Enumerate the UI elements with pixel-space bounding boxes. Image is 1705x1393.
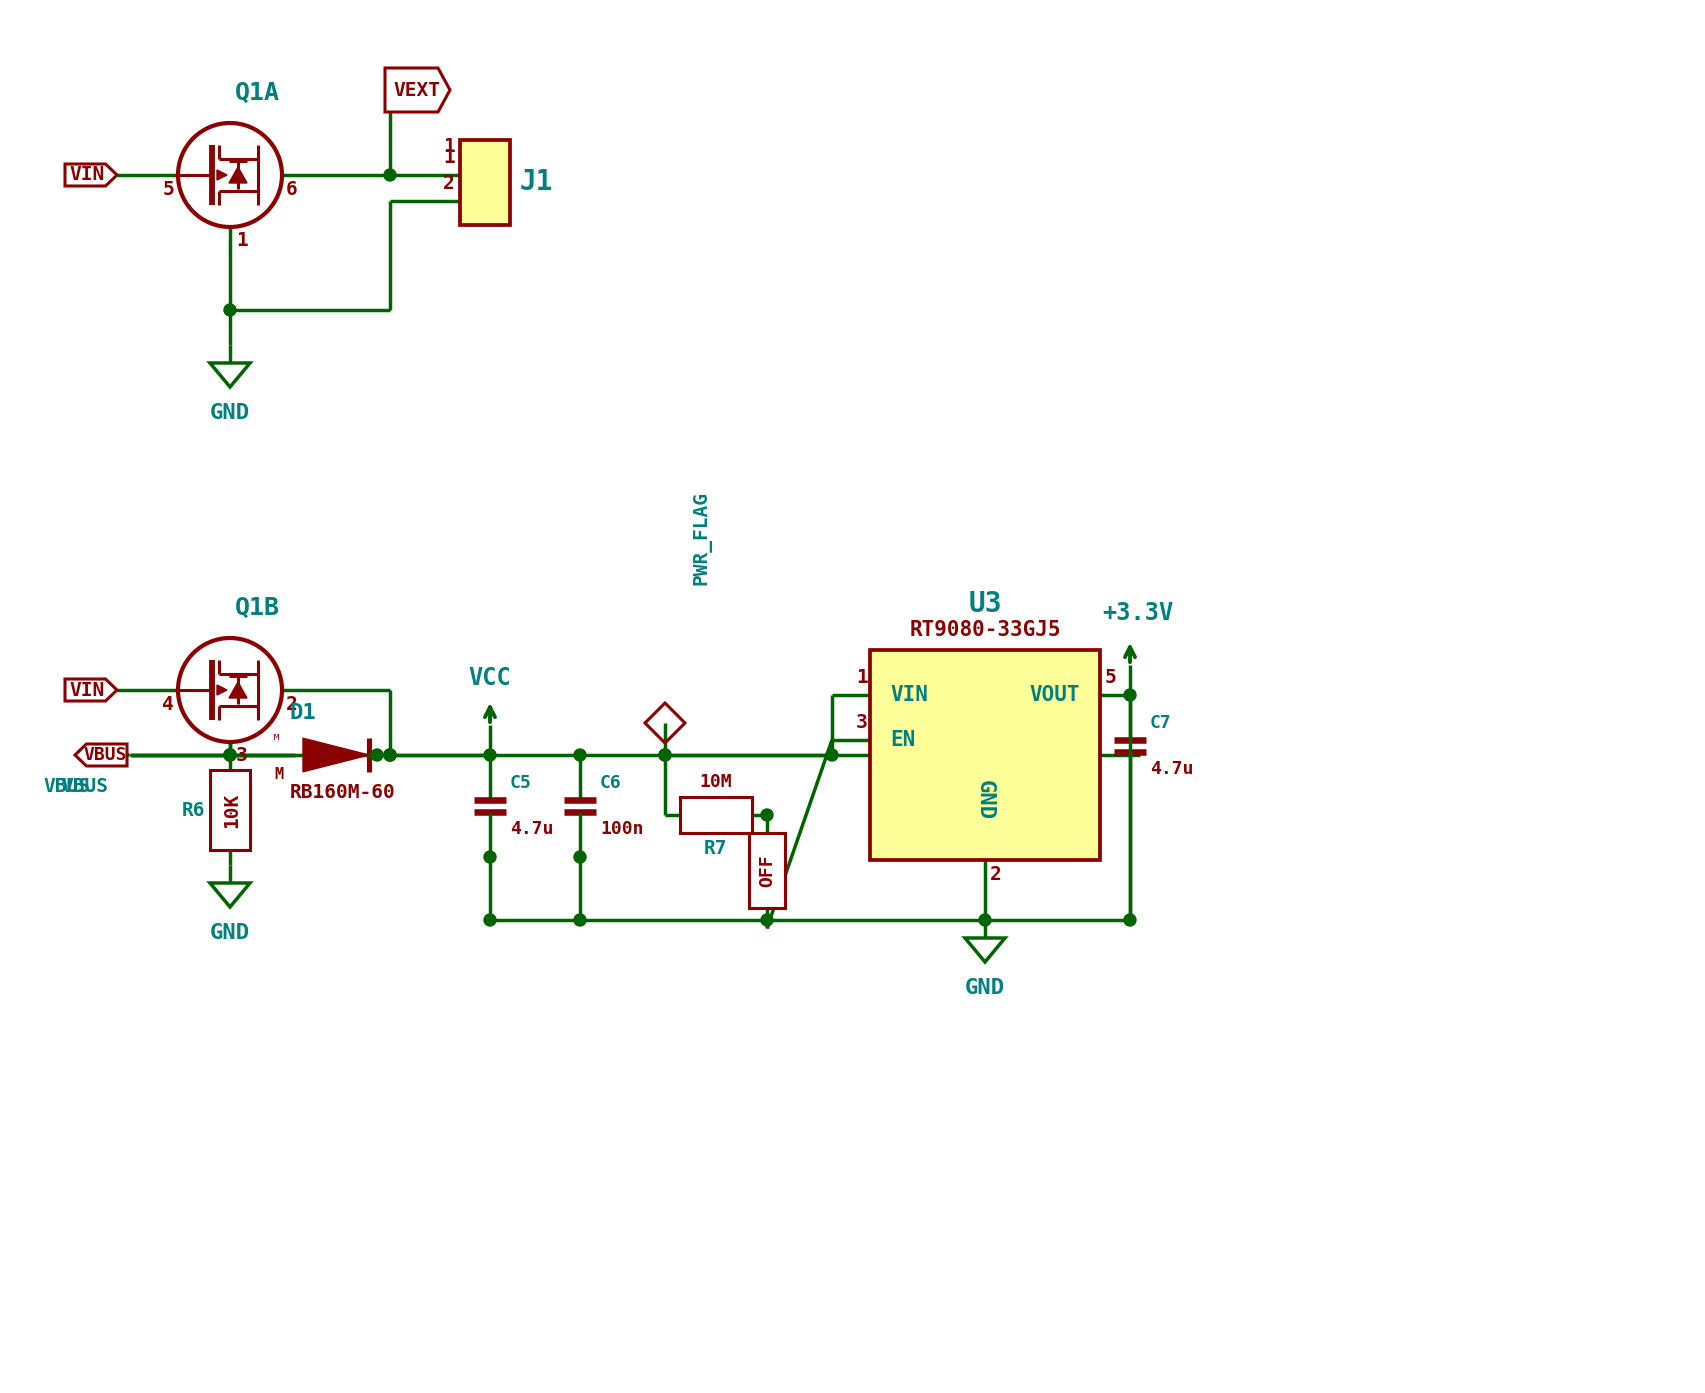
Text: GND: GND bbox=[210, 403, 251, 423]
Text: 1: 1 bbox=[443, 148, 455, 167]
Text: PWR_FLAG: PWR_FLAG bbox=[692, 490, 711, 585]
Circle shape bbox=[484, 851, 496, 864]
Bar bbox=[460, 141, 510, 226]
Circle shape bbox=[760, 914, 772, 926]
Circle shape bbox=[573, 749, 585, 761]
Text: R6: R6 bbox=[181, 801, 205, 819]
Polygon shape bbox=[228, 683, 247, 698]
Polygon shape bbox=[303, 738, 368, 772]
Text: C6: C6 bbox=[600, 775, 621, 793]
Text: 5: 5 bbox=[162, 180, 174, 199]
Text: 4: 4 bbox=[162, 695, 174, 715]
Circle shape bbox=[825, 749, 837, 761]
Text: 2: 2 bbox=[989, 865, 1001, 885]
Text: 5: 5 bbox=[1105, 669, 1117, 687]
Circle shape bbox=[223, 749, 235, 761]
Polygon shape bbox=[65, 164, 118, 187]
Polygon shape bbox=[65, 678, 118, 701]
Circle shape bbox=[223, 304, 235, 316]
Text: GND: GND bbox=[210, 924, 251, 943]
Text: VOUT: VOUT bbox=[1028, 685, 1079, 705]
Polygon shape bbox=[217, 170, 227, 180]
Text: J1: J1 bbox=[520, 169, 552, 196]
Text: VBUS: VBUS bbox=[84, 747, 126, 763]
Circle shape bbox=[223, 749, 235, 761]
Text: VIN: VIN bbox=[70, 166, 104, 184]
Bar bbox=[748, 833, 784, 908]
Circle shape bbox=[658, 749, 670, 761]
Text: 4.7u: 4.7u bbox=[510, 820, 552, 839]
Text: VBUS: VBUS bbox=[43, 777, 90, 795]
Text: 10K: 10K bbox=[222, 793, 242, 827]
Text: D1: D1 bbox=[290, 703, 317, 723]
Text: OFF: OFF bbox=[757, 854, 776, 887]
Circle shape bbox=[384, 169, 396, 181]
Circle shape bbox=[484, 914, 496, 926]
Text: 3: 3 bbox=[856, 713, 868, 731]
Bar bbox=[210, 770, 251, 850]
Text: RB160M-60: RB160M-60 bbox=[290, 783, 396, 802]
Text: 4.7u: 4.7u bbox=[1149, 761, 1194, 779]
Text: GND: GND bbox=[965, 978, 1004, 997]
Text: 100n: 100n bbox=[600, 820, 643, 839]
Text: VBUS: VBUS bbox=[61, 777, 109, 795]
Text: M: M bbox=[275, 768, 283, 781]
Text: R7: R7 bbox=[704, 839, 728, 858]
Text: 2: 2 bbox=[286, 695, 298, 715]
Circle shape bbox=[658, 749, 670, 761]
Polygon shape bbox=[228, 167, 247, 182]
Text: VCC: VCC bbox=[469, 666, 512, 690]
Text: ᴹ: ᴹ bbox=[271, 734, 281, 748]
Polygon shape bbox=[385, 68, 450, 111]
Circle shape bbox=[573, 851, 585, 864]
Polygon shape bbox=[217, 685, 227, 695]
Text: 2: 2 bbox=[443, 174, 455, 194]
Text: Q1A: Q1A bbox=[235, 81, 280, 104]
Text: +3.3V: +3.3V bbox=[1101, 600, 1173, 625]
Text: VEXT: VEXT bbox=[394, 81, 440, 99]
Text: 1: 1 bbox=[856, 669, 868, 687]
Text: GND: GND bbox=[975, 780, 994, 820]
Circle shape bbox=[1124, 690, 1136, 701]
Text: VIN: VIN bbox=[890, 685, 928, 705]
Polygon shape bbox=[75, 744, 126, 766]
Bar bbox=[680, 797, 752, 833]
Bar bbox=[870, 651, 1100, 859]
Circle shape bbox=[573, 914, 585, 926]
Text: C7: C7 bbox=[1149, 715, 1171, 731]
Text: 3: 3 bbox=[235, 747, 247, 765]
Text: 6: 6 bbox=[286, 180, 298, 199]
Text: 1: 1 bbox=[443, 137, 455, 156]
Circle shape bbox=[370, 749, 384, 761]
Circle shape bbox=[384, 749, 396, 761]
Circle shape bbox=[979, 914, 991, 926]
Text: Q1B: Q1B bbox=[235, 596, 280, 620]
Text: RT9080-33GJ5: RT9080-33GJ5 bbox=[909, 620, 1061, 639]
Circle shape bbox=[760, 809, 772, 820]
Text: 10M: 10M bbox=[699, 773, 731, 791]
Circle shape bbox=[1124, 914, 1136, 926]
Text: U3: U3 bbox=[968, 591, 1001, 618]
Circle shape bbox=[384, 749, 396, 761]
Text: VIN: VIN bbox=[70, 681, 104, 699]
Circle shape bbox=[384, 749, 396, 761]
Text: C5: C5 bbox=[510, 775, 532, 793]
Circle shape bbox=[484, 749, 496, 761]
Circle shape bbox=[223, 749, 235, 761]
Text: 1: 1 bbox=[235, 231, 247, 249]
Text: EN: EN bbox=[890, 730, 914, 749]
